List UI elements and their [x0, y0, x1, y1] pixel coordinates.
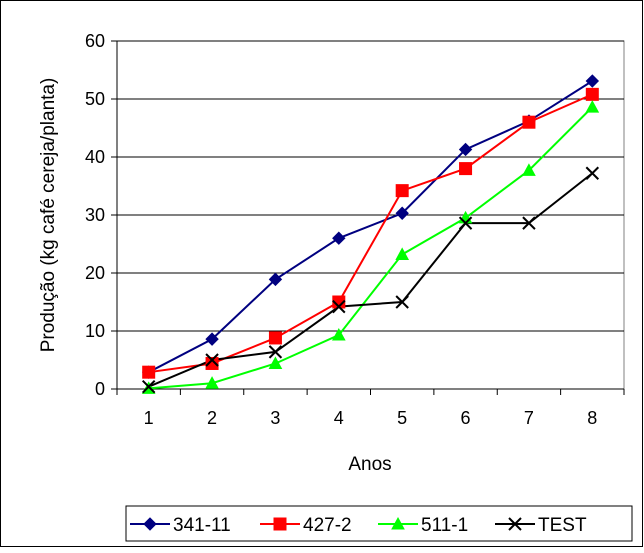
data-point-test: [522, 216, 536, 230]
legend-marker-427-2: [273, 517, 287, 531]
data-point-427-2: [395, 184, 409, 198]
x-tick-label: 3: [270, 408, 280, 428]
x-tick-label: 2: [207, 408, 217, 428]
data-point-test: [395, 295, 409, 309]
series-line-511-1: [148, 106, 594, 390]
legend-label-427-2: 427-2: [303, 515, 352, 536]
y-tick-label: 10: [85, 321, 105, 341]
data-point-341-11: [332, 231, 346, 245]
data-point-test: [141, 379, 156, 394]
x-tick-label: 6: [461, 408, 471, 428]
x-tick-label: 1: [144, 408, 154, 428]
legend-label-511-1: 511-1: [421, 515, 468, 536]
data-point-test: [205, 353, 219, 367]
x-tick-label: 5: [397, 408, 407, 428]
data-point-427-2: [205, 356, 219, 370]
data-point-341-11: [458, 142, 473, 157]
y-tick-label: 50: [85, 89, 105, 109]
data-point-test: [458, 216, 473, 230]
legend: 341-11 427-2 511-1 TEST: [130, 515, 587, 536]
data-point-427-2: [142, 365, 156, 379]
data-point-427-2: [522, 115, 536, 129]
data-point-341-11: [268, 272, 283, 287]
data-point-511-1: [205, 376, 219, 389]
data-point-427-2: [268, 331, 282, 345]
y-axis-title: Produção (kg café cereja/planta): [38, 78, 59, 353]
x-tick-label: 7: [524, 408, 534, 428]
data-point-511-1: [331, 328, 346, 341]
legend-label-test: TEST: [538, 515, 587, 536]
y-tick-label: 20: [85, 263, 105, 283]
y-tick-label: 0: [95, 379, 105, 399]
legend-label-341-11: 341-11: [173, 515, 231, 536]
axes: 0 10 20 30 40 50 60 1 2 3 4 5 6 7 8: [85, 31, 625, 428]
data-point-test: [332, 299, 346, 314]
data-point-511-1: [522, 163, 536, 176]
data-point-511-1: [395, 247, 410, 260]
x-tick-label: 8: [587, 408, 597, 428]
y-tick-label: 30: [85, 205, 105, 225]
legend-marker-test: [508, 517, 522, 531]
data-point-427-2: [585, 87, 599, 101]
gridlines: [117, 40, 624, 332]
data-point-341-11: [205, 332, 219, 346]
legend-marker-341-11: [143, 517, 157, 531]
series-line-341-11: [148, 80, 593, 374]
series-layer: [141, 74, 600, 394]
x-axis-title: Anos: [348, 454, 391, 475]
data-point-test: [585, 166, 600, 180]
data-point-511-1: [268, 356, 283, 369]
data-point-test: [268, 345, 283, 359]
legend-marker-511-1: [391, 516, 405, 530]
data-point-341-11: [585, 74, 600, 88]
data-point-341-11: [395, 206, 409, 220]
y-tick-label: 60: [85, 31, 105, 51]
x-tick-label: 4: [334, 408, 344, 428]
y-tick-label: 40: [85, 147, 105, 167]
series-line-test: [148, 172, 593, 388]
data-point-427-2: [459, 162, 473, 176]
data-point-511-1: [585, 100, 600, 113]
